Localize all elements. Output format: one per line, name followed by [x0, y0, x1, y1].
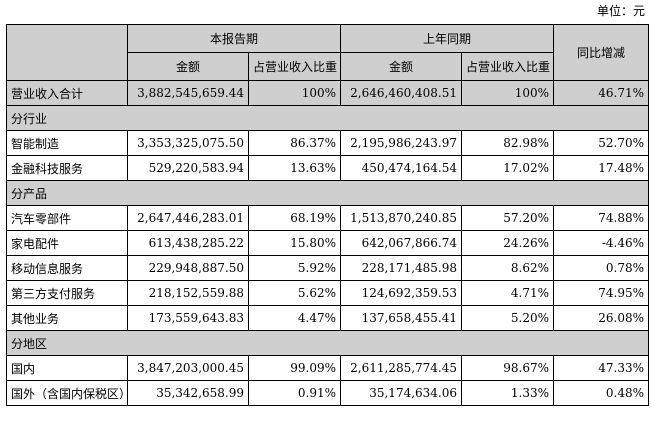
prior-ratio: 57.20% — [461, 205, 555, 231]
header-prior-period: 上年同期 — [340, 24, 555, 53]
section-title: 分行业 — [5, 105, 650, 131]
prior-amount: 1,513,870,240.85 — [340, 205, 463, 231]
header-prior-ratio: 占营业收入比重 — [461, 52, 555, 81]
prior-amount: 137,658,455.41 — [340, 305, 463, 331]
yoy-change: 52.70% — [553, 130, 650, 156]
prior-ratio: 24.26% — [461, 230, 555, 256]
prior-ratio: 98.67% — [461, 355, 555, 381]
header-current-ratio: 占营业收入比重 — [247, 52, 342, 81]
table-row: 金融科技服务 529,220,583.94 13.63% 450,474,164… — [6, 155, 650, 181]
prior-ratio: 100% — [461, 80, 555, 106]
current-ratio: 15.80% — [247, 230, 342, 256]
section-row-industry: 分行业 — [5, 105, 650, 131]
table-row: 智能制造 3,353,325,075.50 86.37% 2,195,986,2… — [6, 130, 650, 156]
yoy-change: 74.95% — [553, 280, 650, 306]
row-label: 第三方支付服务 — [6, 280, 128, 306]
prior-ratio: 8.62% — [461, 255, 555, 281]
current-amount: 218,152,559.88 — [127, 280, 249, 306]
row-label: 金融科技服务 — [6, 155, 128, 181]
row-label: 国内 — [6, 355, 128, 381]
prior-amount: 2,646,460,408.51 — [340, 80, 463, 106]
section-row-product: 分产品 — [5, 180, 650, 206]
row-label: 智能制造 — [6, 130, 128, 156]
table-row: 其他业务 173,559,643.83 4.47% 137,658,455.41… — [6, 305, 650, 331]
yoy-change: 74.88% — [553, 205, 650, 231]
current-ratio: 5.62% — [247, 280, 342, 306]
table-row: 汽车零部件 2,647,446,283.01 68.19% 1,513,870,… — [6, 205, 650, 231]
header-blank — [6, 24, 128, 81]
current-amount: 173,559,643.83 — [127, 305, 249, 331]
section-title: 分地区 — [5, 330, 650, 356]
header-yoy-change: 同比增减 — [553, 24, 650, 81]
total-row: 营业收入合计 3,882,545,659.44 100% 2,646,460,4… — [6, 80, 650, 106]
yoy-change: 0.48% — [553, 380, 650, 406]
current-ratio: 13.63% — [247, 155, 342, 181]
yoy-change: 26.08% — [553, 305, 650, 331]
prior-amount: 2,195,986,243.97 — [340, 130, 463, 156]
prior-amount: 35,174,634.06 — [340, 380, 463, 406]
table-row: 国内 3,847,203,000.45 99.09% 2,611,285,774… — [6, 355, 650, 381]
row-label: 家电配件 — [6, 230, 128, 256]
current-ratio: 0.91% — [247, 380, 342, 406]
prior-ratio: 17.02% — [461, 155, 555, 181]
header-prior-amount: 金额 — [340, 52, 463, 81]
revenue-breakdown-table: 本报告期 上年同期 同比增减 金额 占营业收入比重 金额 占营业收入比重 营业收… — [5, 24, 650, 406]
yoy-change: -4.46% — [553, 230, 650, 256]
prior-amount: 450,474,164.54 — [340, 155, 463, 181]
header-row-1: 本报告期 上年同期 同比增减 — [6, 24, 650, 81]
prior-ratio: 1.33% — [461, 380, 555, 406]
prior-ratio: 5.20% — [461, 305, 555, 331]
current-ratio: 86.37% — [247, 130, 342, 156]
section-title: 分产品 — [5, 180, 650, 206]
table-row: 第三方支付服务 218,152,559.88 5.62% 124,692,359… — [6, 280, 650, 306]
header-current-amount: 金额 — [127, 52, 249, 81]
prior-ratio: 4.71% — [461, 280, 555, 306]
section-row-region: 分地区 — [5, 330, 650, 356]
prior-amount: 228,171,485.98 — [340, 255, 463, 281]
current-amount: 3,847,203,000.45 — [127, 355, 249, 381]
current-ratio: 99.09% — [247, 355, 342, 381]
yoy-change: 0.78% — [553, 255, 650, 281]
prior-amount: 2,611,285,774.45 — [340, 355, 463, 381]
row-label: 其他业务 — [6, 305, 128, 331]
current-amount: 229,948,887.50 — [127, 255, 249, 281]
current-amount: 529,220,583.94 — [127, 155, 249, 181]
current-ratio: 5.92% — [247, 255, 342, 281]
row-label: 汽车零部件 — [6, 205, 128, 231]
row-label: 国外（含国内保税区） — [6, 380, 128, 406]
prior-ratio: 82.98% — [461, 130, 555, 156]
current-amount: 35,342,658.99 — [127, 380, 249, 406]
current-amount: 3,353,325,075.50 — [127, 130, 249, 156]
yoy-change: 46.71% — [553, 80, 650, 106]
current-amount: 613,438,285.22 — [127, 230, 249, 256]
current-ratio: 4.47% — [247, 305, 342, 331]
prior-amount: 642,067,866.74 — [340, 230, 463, 256]
header-current-period: 本报告期 — [126, 24, 342, 53]
current-amount: 3,882,545,659.44 — [127, 80, 249, 106]
row-label: 营业收入合计 — [6, 80, 128, 106]
current-ratio: 68.19% — [247, 205, 342, 231]
yoy-change: 17.48% — [553, 155, 650, 181]
header-row-2: 金额 占营业收入比重 金额 占营业收入比重 — [7, 52, 649, 81]
table-row: 移动信息服务 229,948,887.50 5.92% 228,171,485.… — [6, 255, 650, 281]
yoy-change: 47.33% — [553, 355, 650, 381]
table-row: 家电配件 613,438,285.22 15.80% 642,067,866.7… — [6, 230, 650, 256]
row-label: 移动信息服务 — [6, 255, 128, 281]
table-row: 国外（含国内保税区） 35,342,658.99 0.91% 35,174,63… — [6, 380, 650, 406]
current-ratio: 100% — [247, 80, 342, 106]
prior-amount: 124,692,359.53 — [340, 280, 463, 306]
current-amount: 2,647,446,283.01 — [127, 205, 249, 231]
unit-label: 单位：元 — [596, 4, 645, 18]
